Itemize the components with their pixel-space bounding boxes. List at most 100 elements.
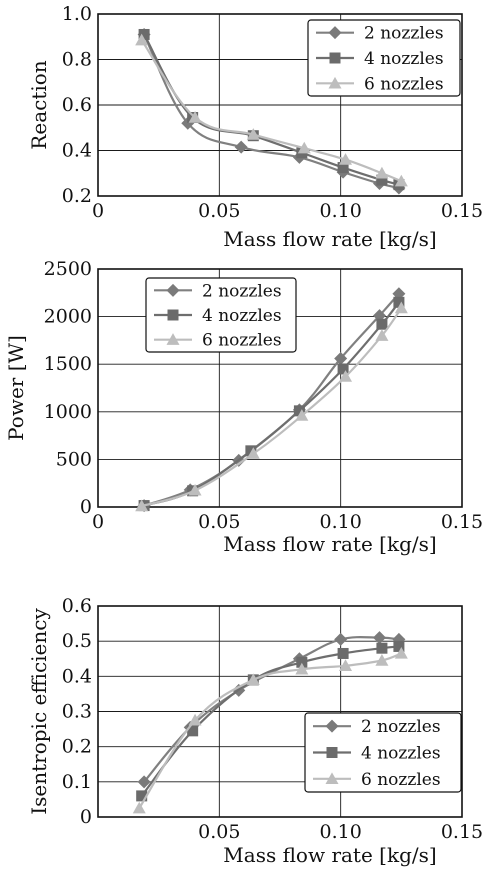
x-tick-label: 0 (92, 511, 104, 533)
data-point (246, 447, 260, 459)
legend-label: 4 nozzles (361, 744, 441, 764)
y-tick-label: 0.5 (62, 630, 92, 652)
data-point (337, 363, 349, 375)
data-point (372, 631, 386, 645)
x-tick-label: 0.15 (441, 200, 483, 222)
legend: 2 nozzles 4 nozzles 6 nozzles (145, 277, 297, 353)
legend-label: 2 nozzles (364, 24, 444, 44)
data-point (245, 445, 257, 457)
legend-label: 2 nozzles (361, 717, 441, 737)
y-tick-label: 2500 (44, 258, 92, 280)
data-point (297, 141, 311, 154)
data-point (295, 662, 309, 675)
data-point (339, 153, 353, 165)
legend-marker (329, 52, 341, 64)
y-tick-label: 0.2 (62, 185, 92, 207)
series-3 (132, 646, 408, 814)
y-tick-label: 1500 (44, 353, 92, 375)
y-tick-label: 0 (80, 806, 92, 828)
data-point (234, 140, 248, 154)
y-axis-label: Power [W] (4, 335, 28, 441)
data-point (188, 111, 202, 123)
x-tick-label: 0.15 (441, 511, 483, 533)
data-point (137, 775, 151, 789)
data-point (295, 409, 309, 421)
legend-marker (325, 772, 339, 785)
grid (98, 269, 462, 507)
data-point (334, 632, 348, 646)
data-point (394, 301, 408, 314)
data-point (393, 296, 405, 308)
grid (98, 606, 462, 817)
legend-marker (166, 333, 180, 345)
y-axis-label: Isentropic efficiency (27, 608, 51, 815)
data-point (394, 646, 408, 659)
data-point (375, 654, 389, 666)
legend-box (145, 277, 297, 353)
data-point (376, 174, 388, 186)
legend-label: 6 nozzles (364, 74, 444, 94)
data-point (339, 370, 353, 382)
y-tick-label: 0.6 (62, 94, 92, 116)
legend-marker (328, 26, 342, 40)
data-point (334, 351, 348, 365)
series-3 (135, 33, 408, 187)
x-tick-label: 0.10 (320, 821, 362, 843)
legend: 2 nozzles 4 nozzles 6 nozzles (307, 19, 461, 97)
data-point (394, 174, 408, 187)
y-tick-label: 0.4 (62, 140, 92, 162)
legend-marker (326, 747, 338, 758)
data-point (132, 801, 146, 814)
x-tick-label: 0.10 (320, 200, 362, 222)
data-point (135, 499, 149, 512)
data-point (246, 128, 260, 140)
y-tick-label: 500 (56, 448, 92, 470)
x-tick-label: 0.05 (198, 821, 240, 843)
y-tick-label: 1000 (44, 401, 92, 423)
x-axis-label: Mass flow rate [kg/s] (223, 532, 436, 556)
legend-marker (328, 76, 342, 89)
x-tick-label: 0.05 (198, 511, 240, 533)
x-tick-label: 0 (92, 200, 104, 222)
data-point (136, 790, 148, 802)
y-tick-label: 2000 (44, 306, 92, 328)
x-axis-label: Mass flow rate [kg/s] (223, 227, 436, 251)
data-point (187, 725, 199, 737)
y-tick-label: 0.3 (62, 701, 92, 723)
data-point (188, 713, 202, 726)
series-3 (135, 301, 408, 512)
legend-marker (167, 309, 179, 321)
legend-label: 6 nozzles (361, 770, 441, 790)
data-point (296, 656, 308, 668)
reaction-chart: 0 0.05 0.10 0.15 0.2 0.4 0.6 0.8 1.0 Mass flow ra… (27, 3, 483, 251)
plot-frame (97, 13, 463, 197)
data-point (376, 642, 388, 654)
data-point (135, 33, 149, 46)
data-point (246, 673, 260, 686)
data-point (337, 647, 349, 659)
legend-label: 2 nozzles (202, 281, 282, 301)
y-tick-label: 1.0 (62, 3, 92, 25)
data-point (376, 318, 388, 330)
efficiency-chart: 0.05 0.10 0.15 0 0.1 0.2 0.3 0.4 0.5 0.6 Mass flow… (27, 595, 483, 867)
x-tick-label: 0.10 (320, 511, 362, 533)
y-tick-label: 0.2 (62, 736, 92, 758)
plot-frame (97, 268, 463, 508)
data-point (375, 166, 389, 179)
data-point (138, 28, 150, 40)
data-point (375, 329, 389, 341)
legend-label: 6 nozzles (202, 331, 282, 351)
x-axis-label: Mass flow rate [kg/s] (223, 843, 436, 867)
legend-label: 4 nozzles (364, 49, 444, 69)
x-tick-label: 0.15 (441, 821, 483, 843)
data-point (393, 640, 405, 652)
legend: 2 nozzles 4 nozzles 6 nozzles (304, 712, 462, 793)
y-tick-label: 0.4 (62, 665, 92, 687)
data-point (337, 162, 349, 174)
data-point (188, 483, 202, 496)
legend-box (304, 712, 462, 793)
y-tick-label: 0 (80, 496, 92, 518)
legend-marker (166, 283, 180, 297)
y-tick-label: 0.1 (62, 771, 92, 793)
